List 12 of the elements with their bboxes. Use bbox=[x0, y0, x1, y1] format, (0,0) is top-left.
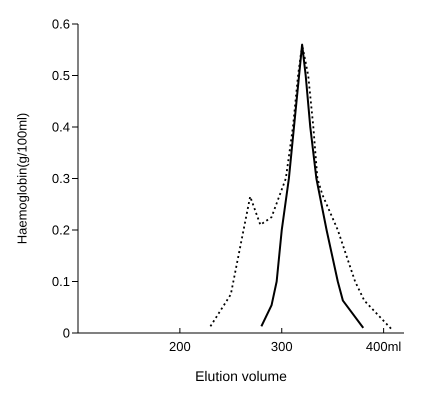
x-axis-title: Elution volume bbox=[195, 368, 288, 384]
y-tick-label: 0.2 bbox=[52, 222, 70, 238]
y-axis-title: Haemoglobin(g/100ml) bbox=[14, 112, 30, 244]
y-tick-label: 0.6 bbox=[52, 16, 70, 32]
x-tick-label: 400ml bbox=[366, 339, 402, 354]
y-tick-label: 0.4 bbox=[52, 120, 70, 135]
y-tick-label: 0 bbox=[62, 326, 70, 341]
y-tick-label: 0.5 bbox=[52, 68, 70, 84]
y-tick-label: 0.1 bbox=[52, 274, 70, 290]
x-tick-label: 200 bbox=[169, 339, 191, 354]
y-tick-label: 0.3 bbox=[52, 171, 70, 186]
x-tick-label: 300 bbox=[270, 339, 293, 354]
